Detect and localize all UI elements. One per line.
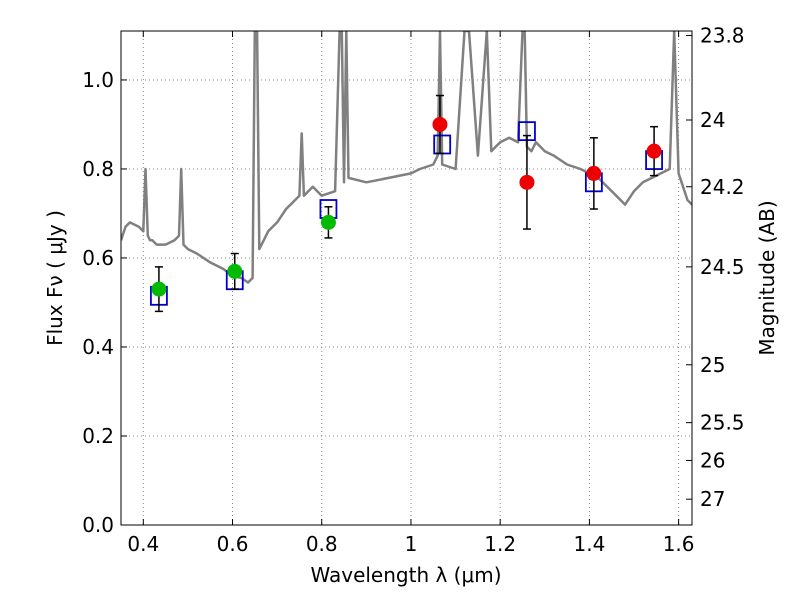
y-axis: 0.0 0.2 0.4 0.6 0.8 1.0 (82, 68, 127, 537)
x-tick-label: 0.8 (306, 532, 338, 556)
y2-axis-title: Magnitude (AB) (755, 200, 779, 355)
y-tick-label: 1.0 (82, 68, 114, 92)
y2-tick-label: 27 (700, 487, 725, 511)
y2-tick-label: 24 (700, 108, 725, 132)
y2-tick-label: 26 (700, 448, 725, 472)
x-axis: 0.4 0.6 0.8 1 1.2 1.4 1.6 (127, 31, 695, 556)
y2-tick-label: 24.5 (700, 255, 745, 279)
y-tick-label: 0.6 (82, 246, 114, 270)
plot-frame (120, 30, 693, 526)
y-tick-label: 0.4 (82, 335, 114, 359)
y-tick-label: 0.8 (82, 157, 114, 181)
x-tick-label: 0.4 (127, 532, 159, 556)
x-tick-label: 1.6 (663, 532, 695, 556)
y2-tick-label: 25.5 (700, 411, 745, 435)
green-observed-point (227, 263, 243, 279)
y-tick-label: 0.0 (82, 513, 114, 537)
x-axis-title: Wavelength λ (μm) (310, 563, 501, 587)
y2-tick-label: 25 (700, 353, 725, 377)
model-spectrum-line (121, 31, 692, 284)
green-observed-point (320, 214, 336, 230)
y-axis-title: Flux Fν ( μJy ) (43, 210, 67, 346)
x-tick-label: 0.6 (217, 532, 249, 556)
y2-axis: 23.8 24 24.2 24.5 25 25.5 26 27 (686, 23, 745, 511)
y-tick-label: 0.2 (82, 424, 114, 448)
y2-tick-label: 24.2 (700, 175, 745, 199)
plot-content (121, 31, 692, 284)
red-observed-point (432, 116, 448, 132)
x-tick-label: 1.4 (573, 532, 605, 556)
y2-tick-label: 23.8 (700, 23, 745, 47)
x-tick-label: 1 (405, 532, 418, 556)
red-observed-point (519, 174, 535, 190)
x-tick-label: 1.2 (484, 532, 516, 556)
red-observed-point (646, 143, 662, 159)
data-markers (150, 94, 663, 313)
green-observed-point (151, 281, 167, 297)
red-observed-point (586, 165, 602, 181)
